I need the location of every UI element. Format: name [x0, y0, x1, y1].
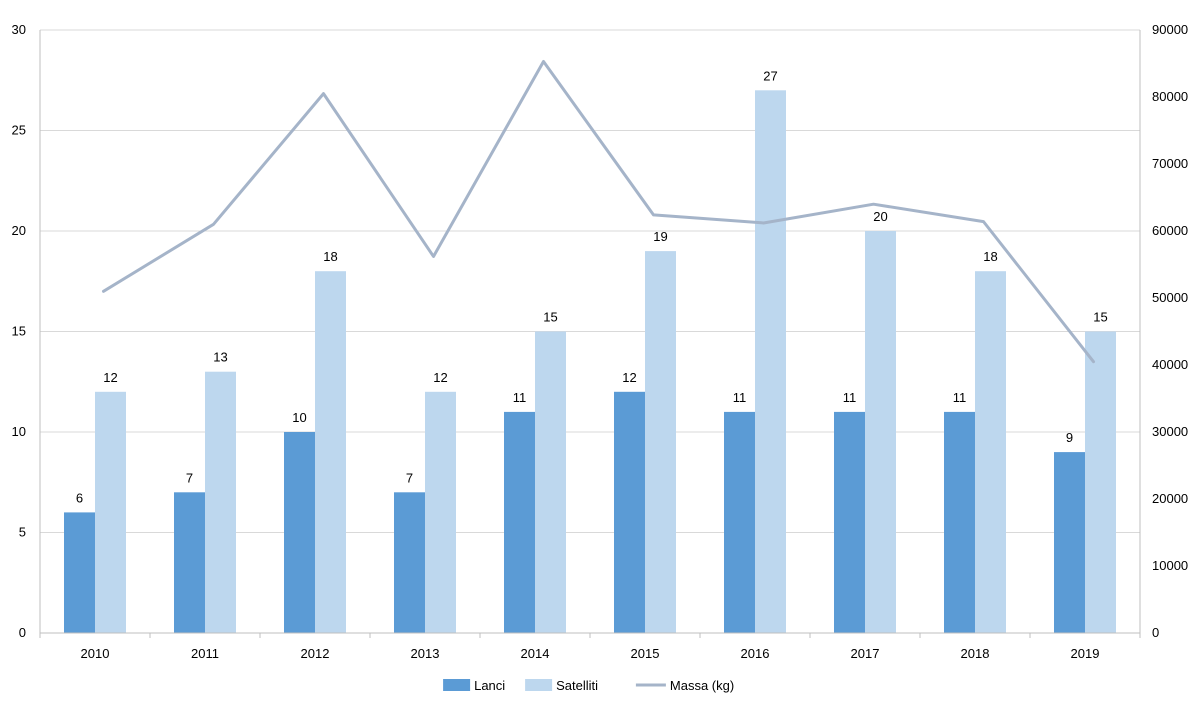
y-left-tick-label: 10: [12, 424, 26, 439]
data-label: 11: [513, 390, 527, 405]
data-label: 11: [733, 390, 747, 405]
y-right-tick-label: 0: [1152, 625, 1159, 640]
y-left-tick-label: 15: [12, 324, 26, 339]
x-tick-label: 2015: [631, 646, 660, 661]
bar-satelliti: [755, 90, 786, 634]
y-right-tick-label: 30000: [1152, 424, 1188, 439]
legend-swatch: [525, 679, 553, 691]
bar-satelliti: [975, 271, 1006, 633]
x-tick-label: 2013: [411, 646, 440, 661]
bar-lanci: [64, 512, 95, 633]
y-right-tick-label: 70000: [1152, 156, 1188, 171]
bar-satelliti: [205, 371, 236, 633]
y-right-tick-label: 80000: [1152, 89, 1188, 104]
legend-label: Lanci: [474, 678, 505, 693]
y-right-tick-label: 50000: [1152, 290, 1188, 305]
data-label: 15: [543, 310, 557, 325]
bar-lanci: [174, 492, 205, 633]
bar-lanci: [284, 432, 315, 633]
data-label: 15: [1093, 310, 1107, 325]
x-tick-label: 2011: [191, 646, 219, 661]
x-tick-label: 2010: [81, 646, 110, 661]
data-label: 11: [843, 390, 857, 405]
data-label: 12: [622, 370, 636, 385]
bar-satelliti: [645, 251, 676, 633]
data-label: 19: [653, 229, 667, 244]
data-label: 18: [323, 249, 337, 264]
legend-label: Massa (kg): [670, 678, 734, 693]
x-tick-label: 2014: [521, 646, 550, 661]
y-right-tick-label: 40000: [1152, 357, 1188, 372]
bar-lanci: [724, 411, 755, 633]
bar-satelliti: [425, 391, 456, 633]
data-label: 10: [292, 410, 306, 425]
bar-lanci: [394, 492, 425, 633]
y-left-tick-label: 5: [19, 525, 26, 540]
bar-lanci: [1054, 452, 1085, 633]
data-label: 9: [1066, 430, 1073, 445]
data-label: 7: [186, 470, 193, 485]
bar-satelliti: [315, 271, 346, 633]
data-label: 12: [433, 370, 447, 385]
y-left-tick-label: 30: [12, 22, 26, 37]
bar-satelliti: [95, 391, 126, 633]
x-tick-label: 2017: [851, 646, 880, 661]
axes: 0 5 10 15 20 25 30 0 10000 20000 30000 40000 50000 60…: [12, 22, 1189, 661]
data-label: 6: [76, 490, 83, 505]
legend-label: Satelliti: [556, 678, 598, 693]
bars: [64, 90, 1116, 634]
data-label: 18: [983, 249, 997, 264]
data-label: 12: [103, 370, 117, 385]
bar-satelliti: [535, 331, 566, 633]
bar-satelliti: [865, 231, 896, 633]
data-label: 11: [953, 390, 967, 405]
x-tick-label: 2018: [961, 646, 990, 661]
legend: Lanci Satelliti Massa (kg): [443, 678, 734, 693]
bar-lanci: [614, 391, 645, 633]
legend-swatch: [443, 679, 471, 691]
bar-satelliti: [1085, 331, 1116, 633]
bar-lanci: [504, 411, 535, 633]
data-label: 20: [873, 209, 887, 224]
line-series: [102, 59, 1095, 364]
y-left-tick-label: 20: [12, 223, 26, 238]
data-labels: 6 7 10 7 11 12 11 11 11 9 12 13 18 12 15 19 27 20 18 15: [76, 68, 1108, 505]
x-tick-label: 2012: [301, 646, 330, 661]
bar-lanci: [944, 411, 975, 633]
data-label: 27: [763, 68, 777, 83]
y-right-tick-label: 10000: [1152, 558, 1188, 573]
data-label: 13: [213, 350, 227, 365]
y-right-tick-label: 60000: [1152, 223, 1188, 238]
line-massa: [102, 59, 1095, 364]
y-right-tick-label: 90000: [1152, 22, 1188, 37]
bar-lanci: [834, 411, 865, 633]
y-left-tick-label: 0: [19, 625, 26, 640]
x-tick-label: 2016: [741, 646, 770, 661]
y-left-tick-label: 25: [12, 123, 26, 138]
x-tick-label: 2019: [1071, 646, 1100, 661]
data-label: 7: [406, 470, 413, 485]
y-right-tick-label: 20000: [1152, 491, 1188, 506]
